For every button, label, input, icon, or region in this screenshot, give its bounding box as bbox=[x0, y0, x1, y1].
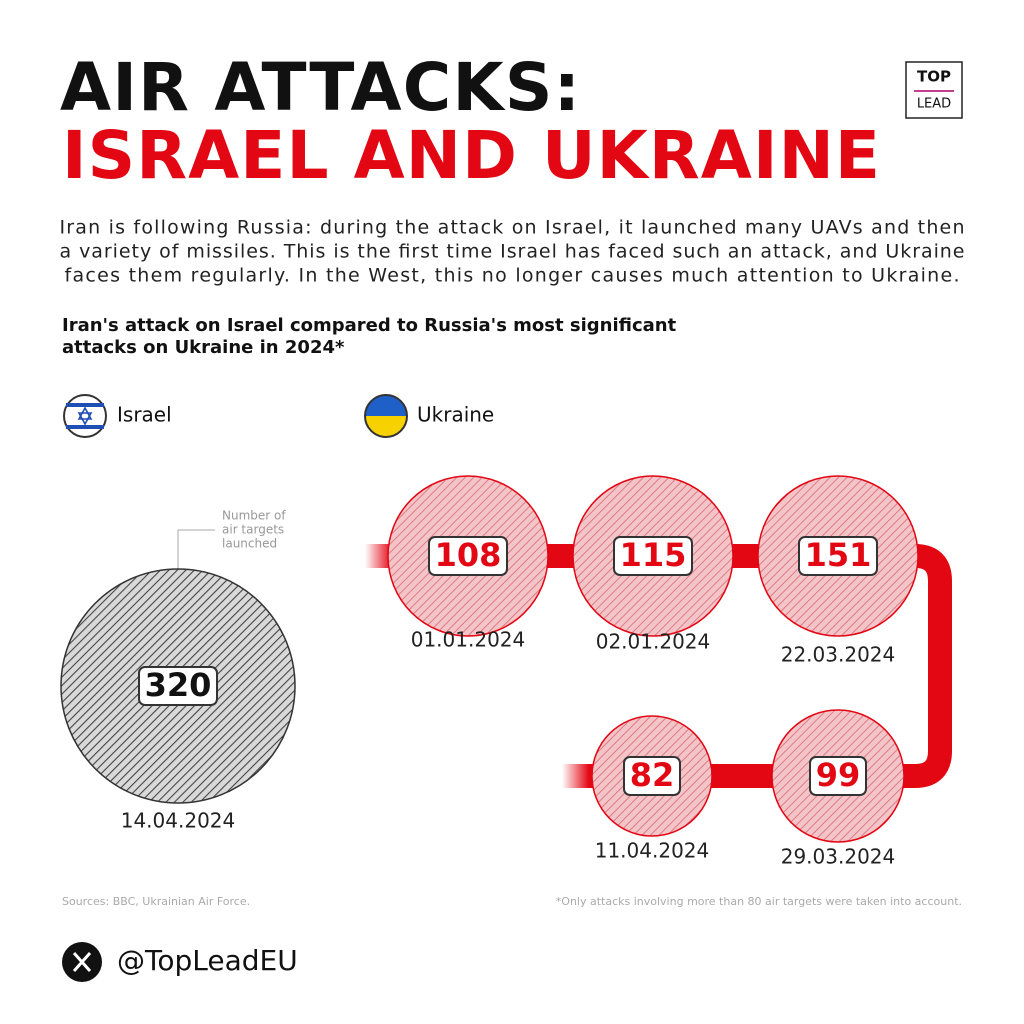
title: ISRAEL AND UKRAINE bbox=[62, 117, 880, 194]
logo-box bbox=[905, 61, 963, 119]
subtitle: attacks on Ukraine in 2024* bbox=[62, 337, 345, 358]
sources: Sources: BBC, Ukrainian Air Force. bbox=[62, 895, 250, 908]
annotation: air targets bbox=[222, 523, 284, 537]
description: Iran is following Russia: during the att… bbox=[60, 217, 965, 239]
flag-stripe bbox=[66, 425, 104, 429]
value-label: 99 bbox=[816, 756, 861, 794]
value-label: 115 bbox=[620, 536, 687, 574]
date-label: 29.03.2024 bbox=[781, 845, 896, 869]
date-label: 22.03.2024 bbox=[781, 643, 896, 667]
value-box bbox=[809, 756, 867, 796]
value-label: 82 bbox=[630, 756, 675, 794]
value-box bbox=[138, 666, 218, 706]
value-label: 151 bbox=[805, 536, 872, 574]
flag-stripe bbox=[66, 403, 104, 407]
x-logo-mark bbox=[72, 952, 92, 972]
description: a variety of missiles. This is the first… bbox=[60, 241, 965, 263]
timeline-track bbox=[400, 544, 952, 788]
legend-label: Ukraine bbox=[417, 403, 494, 427]
date-label: 14.04.2024 bbox=[121, 809, 236, 833]
flag-star bbox=[77, 412, 93, 426]
value-box bbox=[613, 536, 693, 576]
logo-text: LEAD bbox=[917, 97, 951, 112]
value-box bbox=[428, 536, 508, 576]
israel-flag bbox=[63, 394, 107, 438]
footnote: *Only attacks involving more than 80 air… bbox=[556, 895, 962, 908]
subtitle: Iran's attack on Israel compared to Russ… bbox=[62, 315, 677, 336]
value-label: 108 bbox=[435, 536, 502, 574]
title: AIR ATTACKS: bbox=[60, 49, 580, 126]
date-label: 01.01.2024 bbox=[411, 628, 526, 652]
annotation: Number of bbox=[222, 509, 286, 523]
value-box bbox=[623, 756, 681, 796]
annotation-line bbox=[177, 529, 215, 572]
handle: @TopLeadEU bbox=[117, 944, 298, 977]
date-label: 02.01.2024 bbox=[596, 630, 711, 654]
ukraine-flag-ring bbox=[364, 394, 408, 438]
value-label: 320 bbox=[145, 666, 212, 704]
legend-label: Israel bbox=[117, 403, 172, 427]
logo-text: TOP bbox=[917, 68, 951, 86]
ukraine-flag-bottom bbox=[365, 416, 407, 437]
value-box bbox=[798, 536, 878, 576]
ukraine-flag-top bbox=[365, 395, 407, 416]
description: faces them regularly. In the West, this … bbox=[65, 265, 960, 287]
date-label: 11.04.2024 bbox=[595, 839, 710, 863]
annotation: launched bbox=[222, 537, 277, 551]
